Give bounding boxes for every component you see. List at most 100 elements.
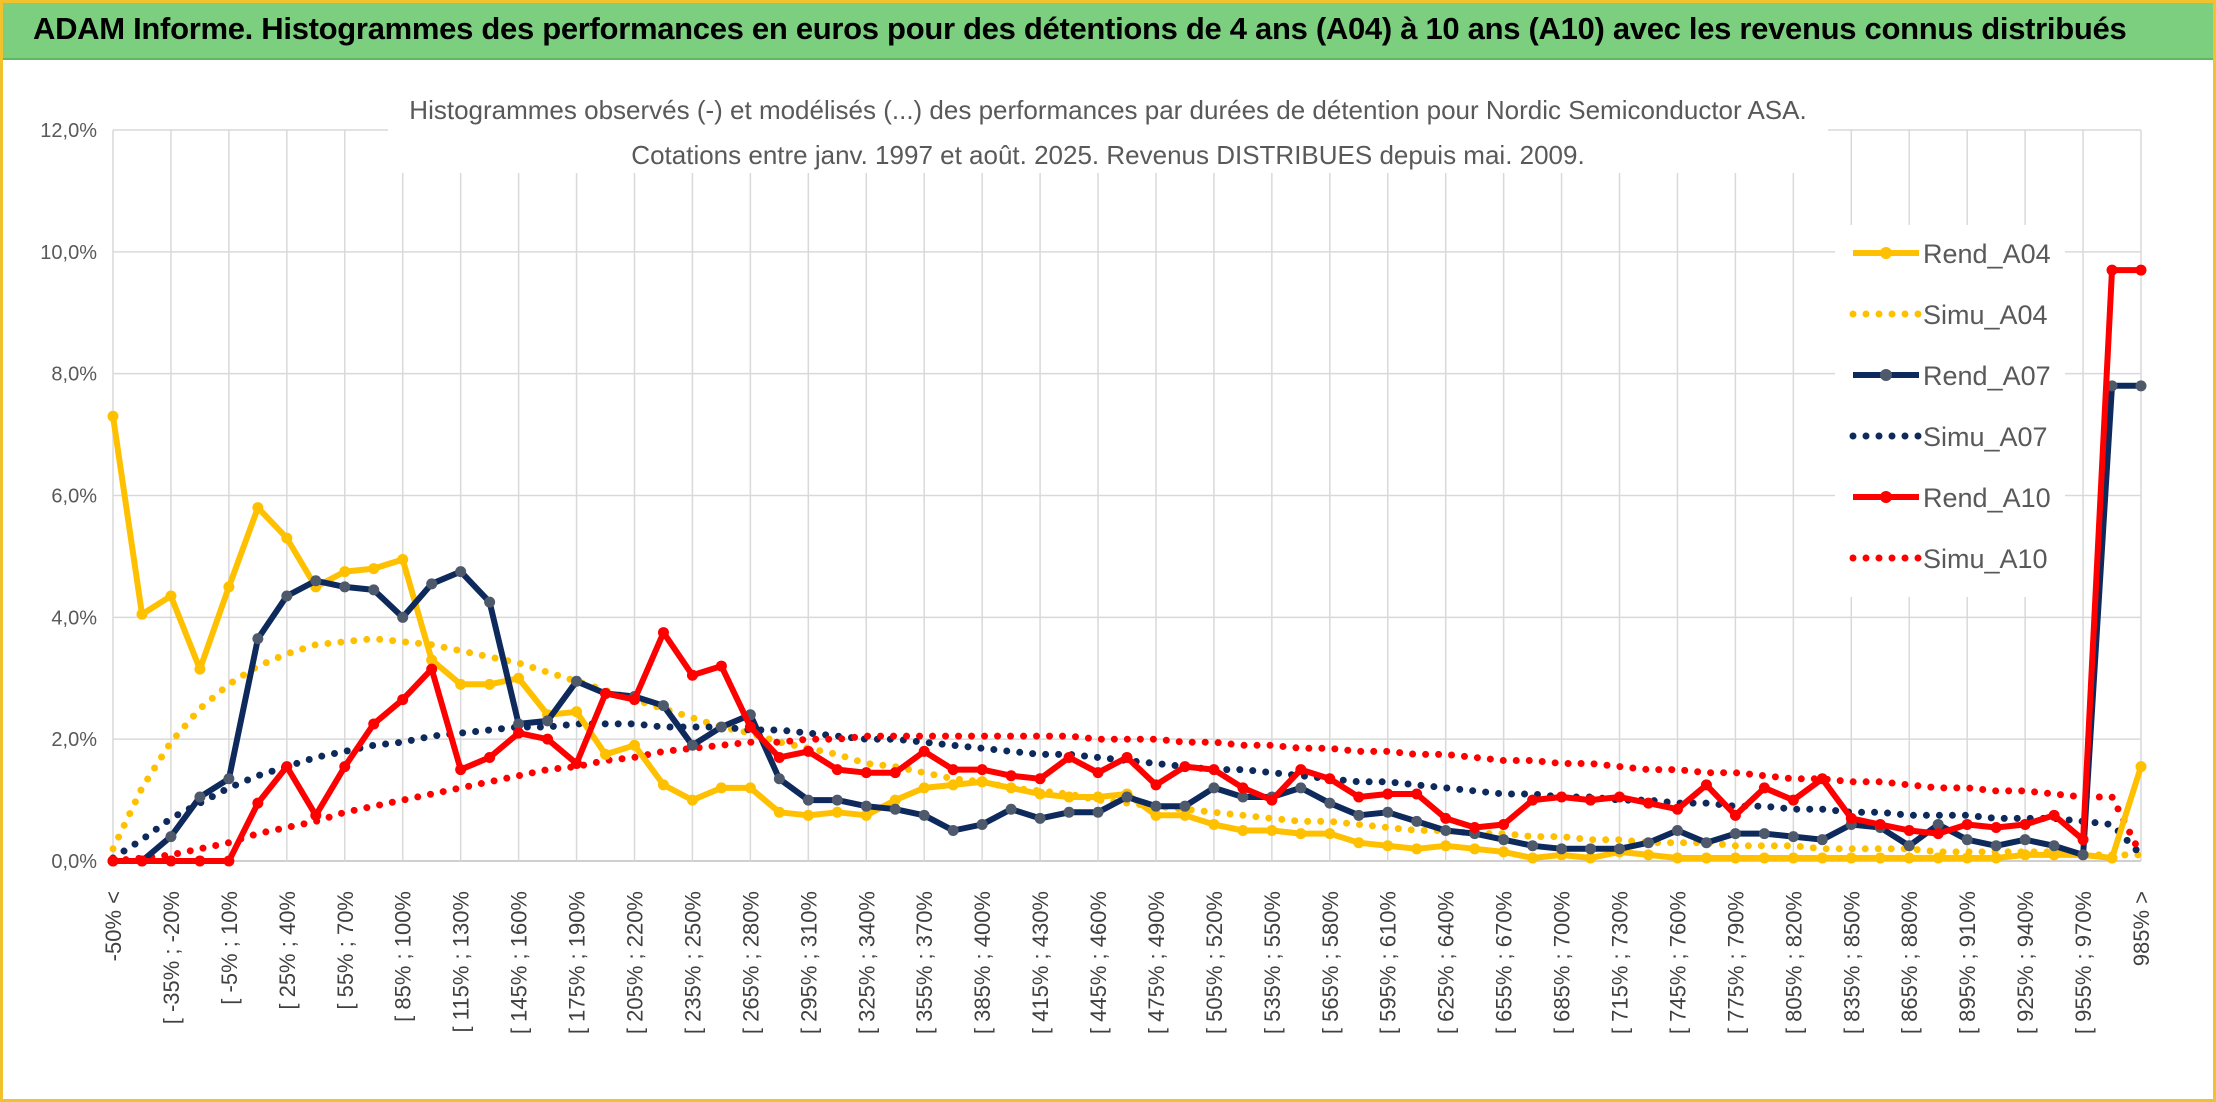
data-point: [1092, 806, 1104, 818]
x-tick-label: [ 805% ; 820%: [1781, 891, 1806, 1034]
data-point: [1382, 840, 1394, 852]
data-point: [1816, 834, 1828, 846]
data-point: [1527, 794, 1539, 806]
data-point: [281, 590, 293, 602]
data-point: [1787, 852, 1799, 864]
data-point: [918, 745, 930, 757]
data-point: [1556, 791, 1568, 803]
data-point: [2135, 264, 2147, 276]
data-point: [1614, 843, 1626, 855]
y-axis: 0,0% 2,0% 4,0% 6,0% 8,0% 10,0% 12,0%: [40, 120, 97, 873]
data-point: [136, 855, 148, 867]
data-point: [628, 739, 640, 751]
data-point: [831, 806, 843, 818]
data-point: [1614, 791, 1626, 803]
x-tick-label: [ 295% ; 310%: [796, 891, 821, 1034]
data-point: [2019, 818, 2031, 830]
data-point: [1845, 812, 1857, 824]
page-title: ADAM Informe. Histogrammes des performan…: [33, 11, 2127, 46]
data-point: [947, 825, 959, 837]
data-point: [2106, 852, 2118, 864]
x-tick-label: [ 925% ; 940%: [2013, 891, 2038, 1034]
data-point: [1961, 852, 1973, 864]
x-tick-label: [ -5% ; 10%: [217, 891, 242, 1005]
data-point: [773, 806, 785, 818]
data-point: [657, 700, 669, 712]
data-point: [1411, 788, 1423, 800]
data-point: [1005, 770, 1017, 782]
data-point: [657, 779, 669, 791]
x-tick-label: [ 655% ; 670%: [1492, 891, 1517, 1034]
data-point: [455, 678, 467, 690]
data-point: [744, 782, 756, 794]
data-point: [1903, 825, 1915, 837]
data-point: [397, 694, 409, 706]
data-point: [397, 553, 409, 565]
data-point: [339, 566, 351, 578]
data-point: [281, 761, 293, 773]
data-point: [918, 782, 930, 794]
data-point: [831, 764, 843, 776]
data-point: [1266, 794, 1278, 806]
x-tick-label: [ 835% ; 850%: [1839, 891, 1864, 1034]
data-point: [1845, 852, 1857, 864]
data-point: [889, 803, 901, 815]
x-tick-label: [ 685% ; 700%: [1550, 891, 1575, 1034]
x-tick-label: [ 355% ; 370%: [912, 891, 937, 1034]
data-point: [1440, 812, 1452, 824]
data-point: [252, 633, 264, 645]
x-tick-label: [ 175% ; 190%: [565, 891, 590, 1034]
data-point: [194, 791, 206, 803]
data-point: [1208, 782, 1220, 794]
data-point: [1729, 828, 1741, 840]
data-point: [2048, 840, 2060, 852]
y-tick-label: 2,0%: [51, 729, 97, 751]
data-point: [339, 581, 351, 593]
data-point: [1034, 812, 1046, 824]
data-point: [1382, 806, 1394, 818]
data-point: [2048, 849, 2060, 861]
x-tick-label: [ 895% ; 910%: [1955, 891, 1980, 1034]
data-point: [1353, 791, 1365, 803]
data-point: [744, 721, 756, 733]
data-point: [1411, 815, 1423, 827]
x-tick-label: -50% <: [101, 891, 126, 961]
data-point: [1932, 818, 1944, 830]
x-tick-label: [ 265% ; 280%: [738, 891, 763, 1034]
data-point: [600, 687, 612, 699]
data-point: [1961, 818, 1973, 830]
x-tick-label: [ 85% ; 100%: [391, 891, 416, 1022]
legend-label: Rend_A10: [1923, 483, 2051, 513]
data-point: [165, 590, 177, 602]
data-point: [194, 855, 206, 867]
data-point: [397, 611, 409, 623]
data-point: [426, 578, 438, 590]
data-point: [368, 584, 380, 596]
data-point: [1700, 837, 1712, 849]
data-point: [1092, 767, 1104, 779]
data-point: [1063, 791, 1075, 803]
y-tick-label: 10,0%: [40, 242, 97, 264]
data-point: [715, 721, 727, 733]
legend-marker: [1880, 369, 1892, 381]
data-point: [1092, 791, 1104, 803]
data-point: [2019, 849, 2031, 861]
data-point: [368, 718, 380, 730]
data-point: [1266, 825, 1278, 837]
data-point: [628, 694, 640, 706]
data-point: [1382, 788, 1394, 800]
chart-legend: Rend_A04 Simu_A04 Rend_A07 Simu_A07 Rend_A10…: [1835, 225, 2065, 597]
legend-label: Simu_A07: [1923, 422, 2048, 452]
series-line-simu_a04: [109, 635, 2145, 859]
data-point: [571, 706, 583, 718]
data-point: [1353, 809, 1365, 821]
data-point: [1700, 779, 1712, 791]
data-point: [484, 596, 496, 608]
data-point: [1237, 825, 1249, 837]
y-tick-label: 4,0%: [51, 607, 97, 629]
data-point: [513, 718, 525, 730]
x-tick-label: [ 715% ; 730%: [1608, 891, 1633, 1034]
data-point: [310, 575, 322, 587]
data-point: [802, 809, 814, 821]
data-point: [1498, 846, 1510, 858]
